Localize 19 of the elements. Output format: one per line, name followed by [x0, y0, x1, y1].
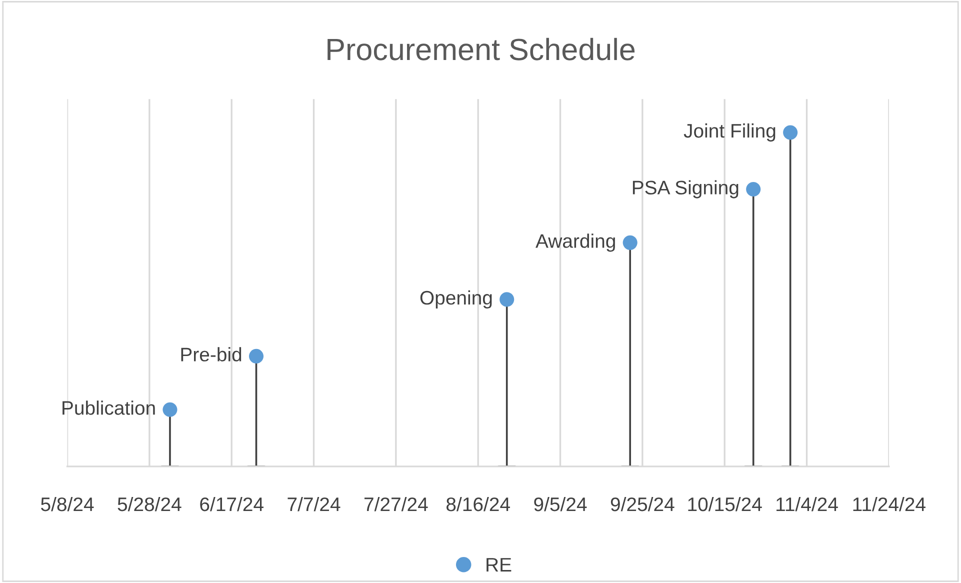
annotation: Publication: [62, 400, 155, 415]
annotation: Opening: [420, 290, 492, 309]
x-tick-label: 11/4/24: [776, 496, 838, 512]
x-tick-label: 5/8/24: [41, 496, 94, 512]
chart-title: Procurement Schedule: [328, 38, 635, 60]
x-tick-label: 11/24/24: [853, 496, 926, 512]
x-tick-label: 9/25/24: [610, 496, 674, 512]
x-tick-label: 10/15/24: [688, 496, 762, 512]
annotation: Awarding: [536, 234, 615, 252]
annotation: Joint Filing: [684, 123, 776, 142]
annotation: Pre-bid: [181, 347, 242, 362]
legend-label: RE: [486, 558, 512, 572]
x-tick-label: 8/16/24: [446, 496, 510, 512]
x-tick-label: 6/17/24: [200, 496, 264, 512]
x-tick-label: 7/7/24: [288, 496, 340, 512]
x-tick-label: 5/28/24: [118, 496, 182, 512]
x-tick-label: 9/5/24: [534, 496, 587, 512]
annotation: PSA Signing: [632, 180, 738, 198]
x-tick-label: 7/27/24: [364, 496, 428, 512]
